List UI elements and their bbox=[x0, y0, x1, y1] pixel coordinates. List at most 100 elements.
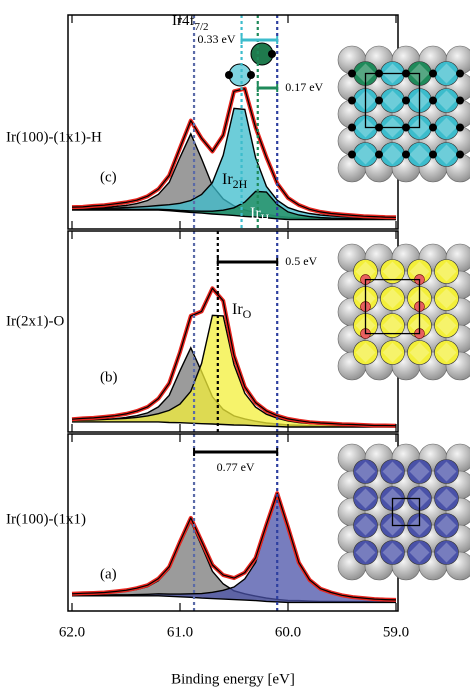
sample-label: Ir(100)-(1x1)-H bbox=[6, 129, 102, 145]
surface-atom bbox=[380, 259, 405, 284]
atom-shade bbox=[409, 461, 430, 482]
atom-shade bbox=[436, 315, 457, 336]
atom-shade bbox=[382, 261, 403, 282]
atom-shade bbox=[382, 90, 403, 111]
label: IrS bbox=[318, 559, 335, 579]
label-text: Ir bbox=[250, 205, 261, 222]
fit-line bbox=[71, 287, 397, 427]
label: IrH bbox=[250, 205, 270, 225]
atom-shade bbox=[409, 542, 430, 563]
atom-shade bbox=[382, 315, 403, 336]
atom-shade bbox=[436, 342, 457, 363]
adsorbate-h bbox=[402, 96, 410, 105]
surface-model bbox=[337, 243, 470, 381]
sample-label: Ir(2x1)-O bbox=[6, 313, 64, 329]
surface-atom bbox=[353, 486, 378, 511]
atom-shade bbox=[436, 117, 457, 138]
surface-atom bbox=[434, 259, 459, 284]
plot-area bbox=[71, 491, 397, 604]
adsorbate-h bbox=[375, 96, 383, 105]
adsorbate-h bbox=[429, 96, 437, 105]
adsorbate-h bbox=[375, 150, 383, 159]
label-text: Ir bbox=[318, 559, 329, 576]
surface-atom bbox=[353, 513, 378, 538]
label-subscript: H bbox=[261, 211, 270, 225]
x-tick-label: 61.0 bbox=[167, 624, 193, 640]
atom-shade bbox=[436, 63, 457, 84]
surface-atom bbox=[434, 340, 459, 365]
atom-shade bbox=[436, 90, 457, 111]
surface-atom bbox=[380, 286, 405, 311]
label-subscript: 2H bbox=[233, 177, 248, 191]
atom-shade bbox=[355, 342, 376, 363]
panel-letter: (c) bbox=[100, 169, 117, 185]
surface-atom bbox=[434, 313, 459, 338]
x-tick-label: 59.0 bbox=[383, 624, 409, 640]
atom-shade bbox=[355, 461, 376, 482]
sample-label: Ir(100)-(1x1) bbox=[6, 511, 86, 527]
plot-area bbox=[71, 286, 397, 428]
adsorbate-h bbox=[348, 123, 356, 132]
surface-atom bbox=[380, 340, 405, 365]
unit-cell bbox=[364, 72, 421, 129]
component-area bbox=[72, 191, 396, 220]
atom-shade bbox=[355, 515, 376, 536]
label-text: Ir4f bbox=[172, 13, 195, 29]
label-subscript: 7/2 bbox=[195, 21, 209, 33]
surface-model bbox=[337, 443, 470, 581]
atom-shade bbox=[409, 144, 430, 165]
x-axis-title: Binding energy [eV] bbox=[171, 671, 295, 687]
surface-atom bbox=[380, 540, 405, 565]
atom-shade bbox=[382, 461, 403, 482]
surface-atom bbox=[407, 459, 432, 484]
adsorbate-h bbox=[348, 69, 356, 78]
label-text: Ir bbox=[232, 301, 243, 318]
adsorbate-h bbox=[429, 150, 437, 159]
surface-atom bbox=[380, 313, 405, 338]
surface-atom bbox=[434, 286, 459, 311]
panel-letter: (b) bbox=[100, 369, 118, 385]
atom-shade bbox=[355, 542, 376, 563]
atom-shade bbox=[382, 144, 403, 165]
panel: 0.33 eV 0.17 eV Ir(100)-(1x1)-H (c) bbox=[6, 14, 399, 230]
surface-atom bbox=[434, 540, 459, 565]
surface-atom bbox=[434, 513, 459, 538]
x-tick-label: 62.0 bbox=[59, 624, 85, 640]
atom-shade bbox=[436, 261, 457, 282]
icon-h bbox=[268, 50, 276, 58]
x-tick-label: 60.0 bbox=[275, 624, 301, 640]
background-line bbox=[72, 209, 396, 221]
adsorbate-h bbox=[456, 123, 464, 132]
adsorbate-h bbox=[348, 96, 356, 105]
surface-atom bbox=[380, 459, 405, 484]
component-area bbox=[72, 315, 396, 427]
background-line bbox=[72, 595, 396, 604]
atom-shade bbox=[355, 261, 376, 282]
adsorbate-h bbox=[429, 69, 437, 78]
atom-shade bbox=[436, 488, 457, 509]
label: Ir4f7/2 bbox=[172, 13, 209, 32]
energy-label: 0.5 eV bbox=[285, 254, 317, 268]
surface-atom bbox=[353, 340, 378, 365]
label: Ir2H bbox=[222, 171, 248, 191]
surface-atom bbox=[407, 540, 432, 565]
fit-line bbox=[71, 492, 397, 601]
panel-letter: (a) bbox=[100, 566, 117, 582]
surface-atom bbox=[407, 340, 432, 365]
background-line bbox=[72, 421, 396, 428]
unit-cell bbox=[391, 497, 421, 527]
surface-atom bbox=[353, 459, 378, 484]
atom-shade bbox=[436, 542, 457, 563]
atom-shade bbox=[355, 144, 376, 165]
atom-shade bbox=[382, 542, 403, 563]
component-area bbox=[72, 108, 396, 220]
adsorbate-h bbox=[402, 150, 410, 159]
atom-shade bbox=[436, 288, 457, 309]
surface-atom bbox=[434, 459, 459, 484]
label-text: Ir bbox=[222, 171, 233, 188]
adsorbate-h bbox=[456, 69, 464, 78]
plot-area bbox=[71, 86, 397, 221]
fit-line bbox=[71, 88, 397, 218]
